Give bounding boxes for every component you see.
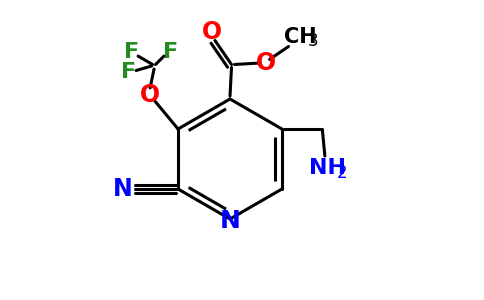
Text: NH: NH (309, 158, 347, 178)
Text: O: O (139, 82, 160, 106)
Text: O: O (202, 20, 222, 44)
Text: 3: 3 (308, 32, 318, 50)
Text: CH: CH (284, 27, 317, 46)
Text: F: F (163, 43, 178, 62)
Text: F: F (124, 43, 139, 62)
Text: N: N (113, 177, 133, 201)
Text: N: N (220, 209, 241, 233)
Text: 2: 2 (337, 164, 348, 182)
Text: F: F (121, 62, 136, 82)
Text: O: O (256, 51, 276, 75)
